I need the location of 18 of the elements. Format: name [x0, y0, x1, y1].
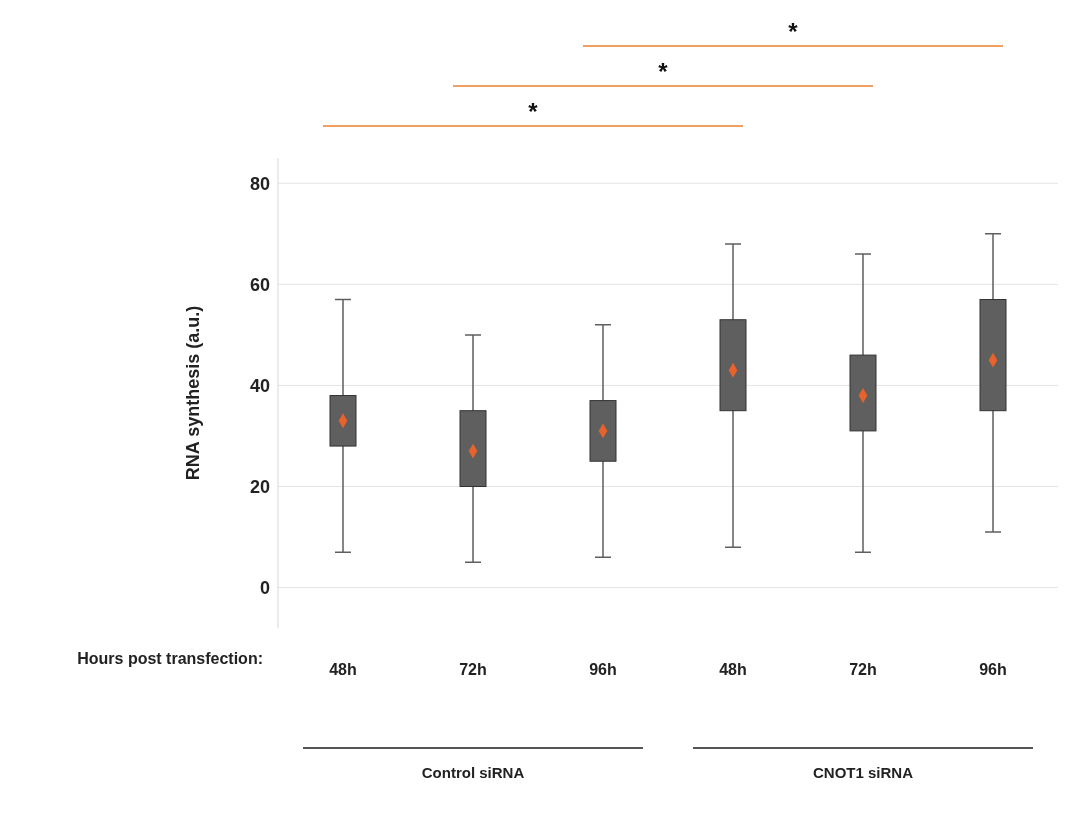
x-tick-label: 72h	[459, 661, 487, 679]
y-tick-label: 20	[249, 476, 270, 497]
x-axis-title: Hours post transfection:	[77, 650, 263, 667]
y-tick-label: 60	[249, 274, 270, 295]
x-tick-label: 96h	[979, 661, 1007, 679]
y-tick-label: 40	[249, 375, 270, 396]
text: Control siRNA	[421, 764, 525, 781]
x-tick-label: 96h	[589, 661, 617, 679]
text: *	[788, 18, 799, 45]
text: *	[658, 58, 669, 85]
text: CNOT1 siRNA	[812, 764, 914, 781]
y-axis-title: RNA synthesis (a.u.)	[183, 305, 204, 481]
x-tick-label: 72h	[849, 661, 877, 679]
x-tick-label: 48h	[719, 661, 747, 679]
x-tick-label: 48h	[329, 661, 357, 679]
text: *	[528, 98, 539, 125]
y-tick-label: 0	[259, 577, 270, 598]
y-tick-label: 80	[249, 173, 270, 194]
